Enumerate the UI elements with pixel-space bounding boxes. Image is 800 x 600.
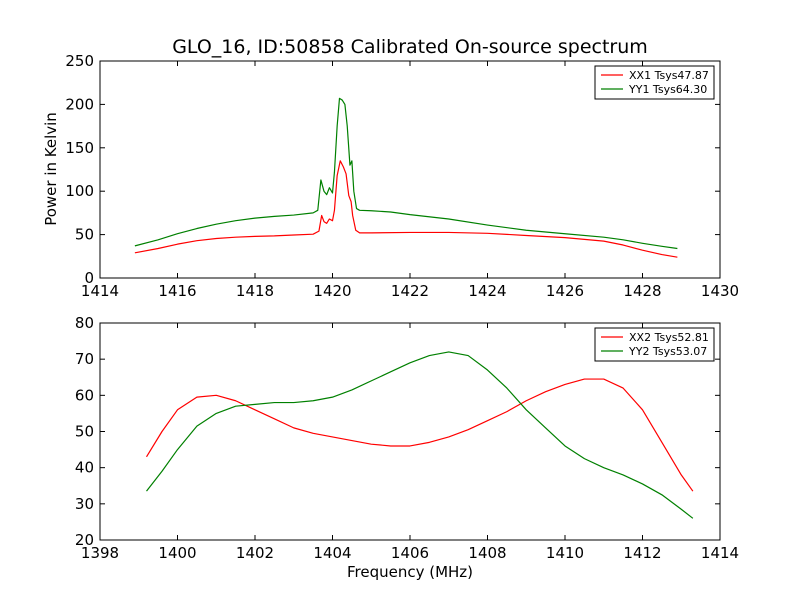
legend-box xyxy=(594,327,715,362)
x-tick-label: 1412 xyxy=(623,544,661,562)
x-tick-label: 1426 xyxy=(546,282,584,300)
y-tick-label: 100 xyxy=(65,182,94,200)
y-axis-label: Power in Kelvin xyxy=(42,112,60,226)
y-tick-label: 40 xyxy=(75,459,94,477)
y-tick-label: 150 xyxy=(65,139,94,157)
y-tick-label: 70 xyxy=(75,350,94,368)
legend-entry: XX1 Tsys47.87 xyxy=(629,69,709,82)
x-tick-label: 1406 xyxy=(391,544,429,562)
plot-bottom: 1398 1400 1402 1404 1406 1408 1410 1412 1414 20 30… xyxy=(75,314,739,562)
x-tick-label: 1400 xyxy=(158,544,196,562)
x-tick-label: 1424 xyxy=(468,282,506,300)
y-tick-label: 60 xyxy=(75,386,94,404)
x-tick-label: 1404 xyxy=(313,544,351,562)
chart-title: GLO_16, ID:50858 Calibrated On-source sp… xyxy=(172,36,648,58)
x-axis-label: Frequency (MHz) xyxy=(347,563,473,581)
x-tick-label: 1414 xyxy=(81,282,119,300)
series-line xyxy=(134,97,678,250)
y-tick-label: 0 xyxy=(84,269,94,287)
y-tick-label: 200 xyxy=(65,95,94,113)
y-tick-label: 250 xyxy=(65,52,94,70)
legend-entry: YY1 Tsys64.30 xyxy=(628,83,707,96)
series-line xyxy=(146,351,694,519)
x-tick-label: 1418 xyxy=(236,282,274,300)
y-tick-label: 30 xyxy=(75,495,94,513)
x-tick-label: 1420 xyxy=(313,282,351,300)
x-tick-label: 1428 xyxy=(623,282,661,300)
legend-box xyxy=(594,65,715,100)
series-line xyxy=(145,378,694,492)
plot-top: 1414 1416 1418 1420 1422 1424 1426 1428 1430 0 50 1… xyxy=(65,52,739,300)
y-tick-label: 80 xyxy=(75,314,94,332)
x-tick-label: 1416 xyxy=(158,282,196,300)
x-tick-label: 1414 xyxy=(701,544,739,562)
x-tick-label: 1402 xyxy=(236,544,274,562)
y-tick-label: 50 xyxy=(75,423,94,441)
x-tick-label: 1398 xyxy=(81,544,119,562)
legend-entry: YY2 Tsys53.07 xyxy=(628,345,707,358)
series-line xyxy=(134,160,678,258)
y-tick-label: 20 xyxy=(75,531,94,549)
x-tick-label: 1410 xyxy=(546,544,584,562)
x-tick-label: 1408 xyxy=(468,544,506,562)
legend-entry: XX2 Tsys52.81 xyxy=(629,331,709,344)
x-tick-label: 1422 xyxy=(391,282,429,300)
x-tick-label: 1430 xyxy=(701,282,739,300)
y-tick-label: 50 xyxy=(75,226,94,244)
